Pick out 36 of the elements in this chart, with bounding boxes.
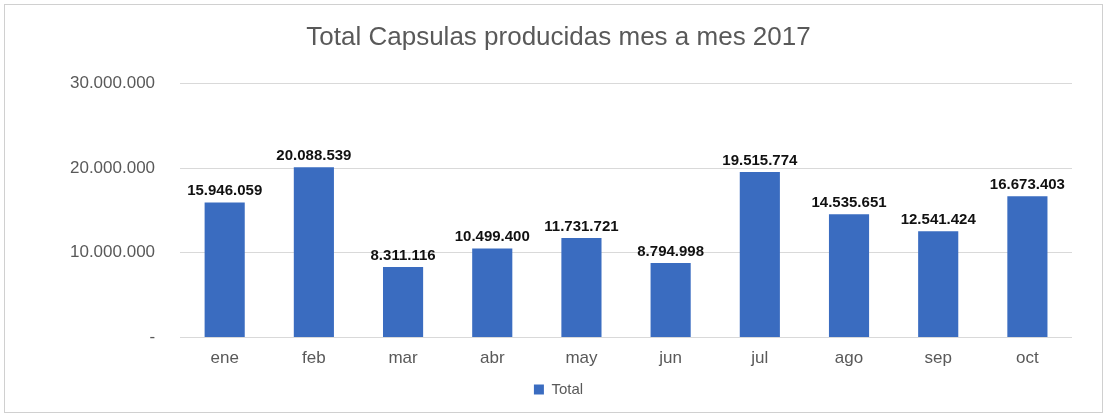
bar: [382, 267, 424, 338]
bar: [1007, 196, 1048, 338]
data-label: 8.794.998: [637, 241, 704, 259]
bar: [561, 238, 602, 338]
chart-title: Total Capsulas producidas mes a mes 2017: [306, 20, 811, 51]
data-label: 16.673.403: [989, 174, 1065, 192]
x-tick-label: mar: [388, 348, 419, 368]
x-tick-label: ago: [834, 348, 864, 368]
data-label: 11.731.721: [544, 216, 619, 234]
data-label: 8.311.116: [370, 245, 436, 263]
data-label: 10.499.400: [454, 227, 530, 245]
x-tick-label: feb: [302, 348, 326, 368]
y-tick-label: -: [149, 327, 156, 347]
y-tick-label: 10.000.000: [69, 242, 156, 262]
y-tick-label: 30.000.000: [69, 72, 156, 92]
bar: [650, 263, 691, 338]
bar: [204, 202, 245, 338]
x-tick-label: jul: [750, 348, 769, 368]
bar: [293, 167, 334, 338]
x-tick-label: sep: [924, 348, 952, 368]
bar: [472, 248, 513, 338]
x-tick-label: ene: [210, 348, 239, 368]
y-tick-label: 20.000.000: [69, 157, 156, 177]
data-label: 15.946.059: [187, 181, 263, 199]
data-label: 12.541.424: [900, 209, 977, 227]
data-label: 20.088.539: [276, 145, 352, 163]
bar: [828, 214, 870, 338]
data-label: 19.515.774: [722, 150, 799, 168]
x-tick-label: may: [565, 348, 598, 368]
legend-label: Total: [551, 379, 584, 397]
x-tick-label: oct: [1016, 348, 1040, 368]
x-tick-label: abr: [479, 348, 505, 368]
data-label: 14.535.651: [811, 192, 887, 210]
bar: [918, 231, 959, 338]
bar: [739, 172, 780, 338]
x-tick-label: jun: [658, 348, 682, 368]
